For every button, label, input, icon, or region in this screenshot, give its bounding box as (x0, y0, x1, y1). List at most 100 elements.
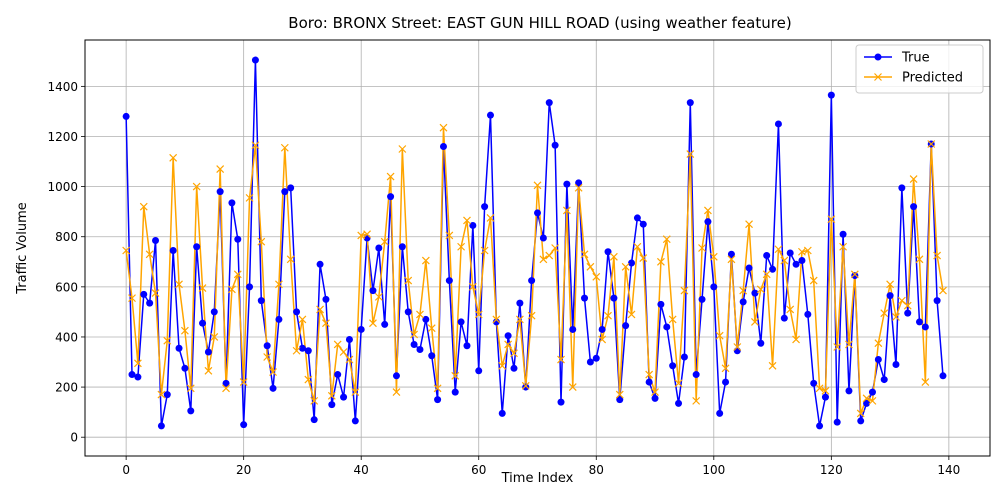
data-point-true (269, 384, 277, 392)
data-point-predicted (416, 310, 424, 319)
data-point-predicted (510, 349, 518, 358)
data-point-predicted (527, 311, 536, 320)
data-point-predicted (751, 318, 759, 326)
data-point-true (457, 318, 465, 326)
data-point-predicted (845, 340, 853, 349)
data-point-true (663, 323, 671, 331)
data-point-true (722, 378, 730, 386)
data-point-predicted (139, 202, 148, 211)
data-point-true (304, 347, 312, 355)
data-point-predicted (656, 257, 665, 266)
data-point-true (492, 318, 500, 326)
data-point-true (287, 184, 295, 192)
data-point-predicted (192, 182, 201, 191)
data-point-predicted (562, 206, 571, 215)
data-point-predicted (551, 244, 560, 252)
data-point-predicted (392, 388, 401, 397)
data-point-true (469, 221, 477, 229)
data-point-true (680, 353, 688, 361)
data-point-predicted (286, 255, 295, 264)
data-point-true (851, 272, 859, 280)
data-point-predicted (474, 310, 483, 319)
data-point-true (152, 236, 160, 244)
data-point-predicted (239, 378, 248, 386)
data-point-predicted (433, 384, 442, 393)
data-point-true (833, 418, 841, 426)
data-point-predicted (915, 255, 924, 264)
data-point-predicted (921, 378, 930, 386)
x-tick-label: 120 (820, 463, 843, 477)
data-point-true (622, 322, 630, 330)
y-tick-label: 1200 (47, 130, 78, 144)
data-point-true (222, 379, 230, 387)
data-point-true (639, 220, 647, 228)
data-point-true (810, 379, 818, 387)
data-point-true (592, 354, 600, 362)
data-point-predicted (909, 175, 918, 184)
data-point-true (387, 193, 395, 201)
data-point-predicted (686, 150, 695, 158)
data-point-predicted (204, 366, 213, 375)
data-point-predicted (515, 315, 524, 324)
data-point-true (675, 399, 683, 407)
legend-marker-true (874, 53, 882, 61)
data-point-true (357, 325, 365, 333)
data-point-true (863, 399, 871, 407)
data-point-predicted (233, 270, 242, 279)
x-tick-label: 100 (702, 463, 725, 477)
data-point-true (557, 398, 565, 406)
data-point-true (839, 230, 847, 238)
x-tick-label: 20 (236, 463, 251, 477)
data-point-predicted (445, 231, 454, 240)
data-point-predicted (133, 359, 142, 368)
data-point-true (363, 234, 371, 242)
data-point-true (657, 300, 665, 308)
y-axis-ticks: 0 200 400 600 800 1000 1200 1400 (47, 80, 85, 445)
data-point-true (886, 292, 894, 300)
data-point-true (199, 319, 207, 327)
data-point-true (774, 120, 782, 128)
data-point-true (140, 290, 148, 298)
data-point-true (246, 283, 254, 291)
data-point-true (504, 332, 512, 340)
data-point-predicted (568, 383, 577, 392)
data-point-predicted (175, 280, 183, 289)
data-point-true (122, 112, 130, 120)
data-point-predicted (715, 331, 724, 340)
data-point-predicted (774, 245, 783, 254)
data-point-predicted (786, 305, 795, 314)
data-point-true (275, 315, 283, 323)
data-point-predicted (756, 285, 765, 294)
data-point-true (257, 297, 265, 305)
data-point-true (551, 141, 559, 149)
data-point-predicted (463, 216, 471, 225)
data-point-predicted (457, 242, 466, 251)
data-point-true (328, 401, 336, 409)
data-point-true (510, 364, 518, 372)
data-point-true (651, 394, 659, 402)
data-point-predicted (380, 237, 389, 246)
data-point-predicted (310, 396, 319, 405)
data-point-true (410, 340, 418, 348)
data-point-predicted (539, 255, 548, 264)
data-point-predicted (545, 251, 554, 260)
data-point-true (586, 358, 594, 366)
data-point-predicted (815, 384, 824, 393)
data-point-predicted (792, 335, 800, 344)
data-point-predicted (345, 355, 354, 364)
data-point-true (204, 348, 212, 356)
y-axis-label: Traffic Volume (15, 202, 30, 295)
data-point-true (716, 409, 724, 417)
data-point-predicted (339, 348, 348, 356)
data-point-true (381, 320, 389, 328)
data-point-true (939, 372, 947, 380)
data-point-true (545, 99, 553, 107)
y-tick-label: 400 (55, 330, 78, 344)
x-axis-label: Time Index (501, 471, 574, 486)
y-tick-label: 0 (70, 431, 78, 445)
data-point-predicted (427, 324, 436, 333)
data-point-predicted (492, 315, 501, 324)
data-point-predicted (798, 247, 806, 256)
data-point-predicted (275, 280, 283, 289)
chart-title: Boro: BRONX Street: EAST GUN HILL ROAD (… (288, 14, 791, 32)
